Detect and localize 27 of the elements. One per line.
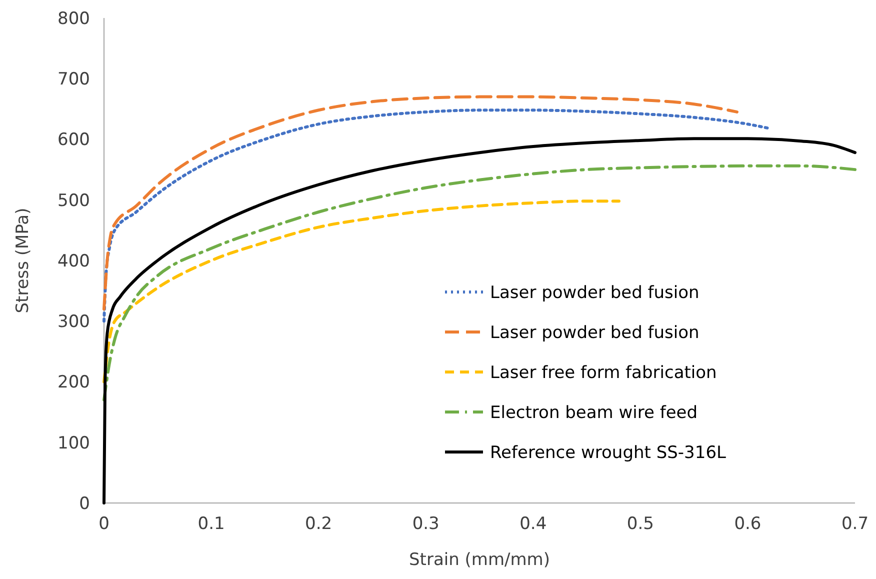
x-axis-title: Strain (mm/mm) bbox=[409, 550, 550, 570]
legend-label: Laser free form fabrication bbox=[490, 362, 717, 383]
x-tick-label: 0.2 bbox=[305, 514, 332, 534]
x-tick-label: 0.5 bbox=[626, 514, 654, 534]
line-series bbox=[102, 164, 856, 402]
y-tick-label: 200 bbox=[58, 372, 90, 393]
line-series bbox=[102, 95, 738, 310]
line-series bbox=[102, 108, 771, 323]
y-axis-title: Stress (MPa) bbox=[13, 208, 33, 314]
y-tick-label: 300 bbox=[58, 312, 90, 332]
y-tick-label: 700 bbox=[58, 70, 90, 90]
x-tick-label: 0.1 bbox=[198, 514, 225, 534]
y-tick-label: 0 bbox=[79, 494, 90, 514]
y-tick-label: 600 bbox=[58, 130, 90, 150]
legend-label: Laser powder bed fusion bbox=[490, 322, 700, 343]
x-tick-label: 0.4 bbox=[520, 514, 547, 534]
x-tick-label: 0.3 bbox=[412, 514, 440, 534]
x-tick-label: 0 bbox=[98, 514, 110, 534]
legend-label: Electron beam wire feed bbox=[490, 402, 698, 423]
y-tick-label: 500 bbox=[58, 190, 90, 211]
x-tick-label: 0.6 bbox=[734, 514, 762, 534]
y-tick-label: 800 bbox=[58, 8, 90, 29]
legend-label: Laser powder bed fusion bbox=[490, 282, 700, 303]
legend-label: Reference wrought SS-316L bbox=[490, 442, 727, 463]
y-tick-label: 400 bbox=[58, 251, 90, 272]
x-tick-label: 0.7 bbox=[841, 514, 869, 534]
y-tick-label: 100 bbox=[58, 433, 90, 454]
